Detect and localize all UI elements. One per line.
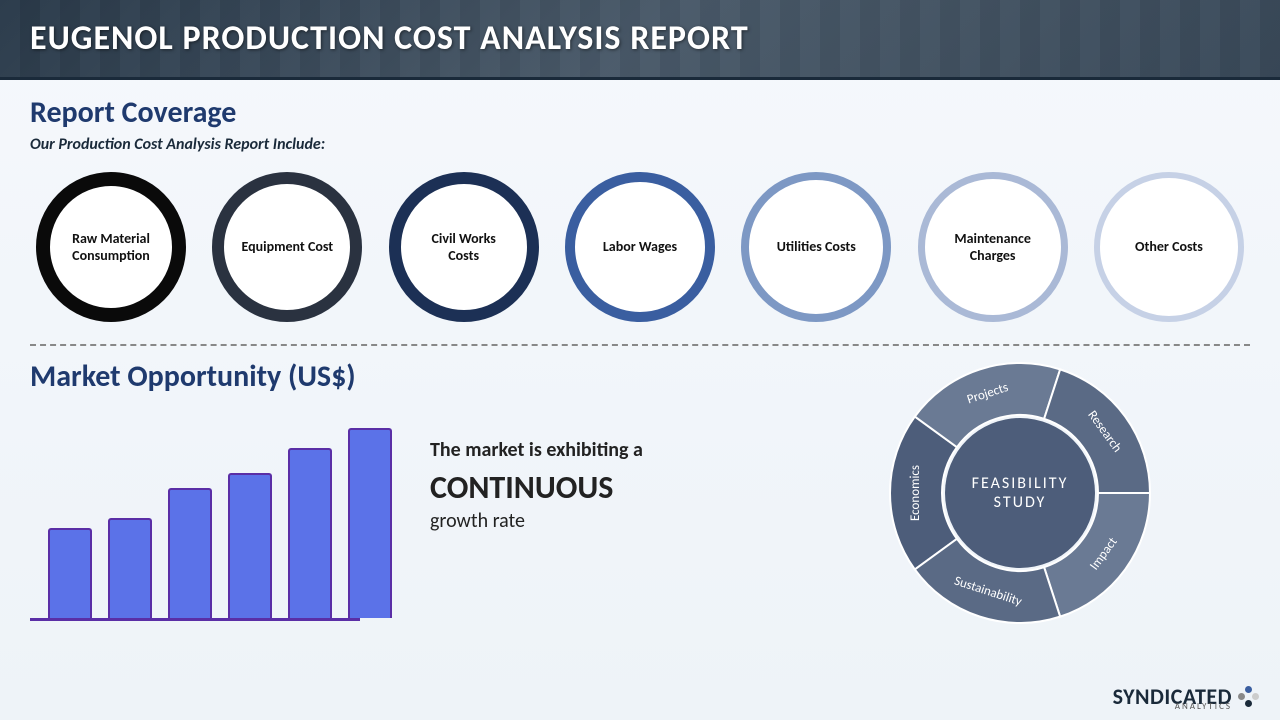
growth-big: CONTINUOUS — [430, 468, 790, 507]
wheel-center-line2: STUDY — [994, 493, 1047, 512]
wheel-block: EconomicsProjectsResearchImpactSustainab… — [790, 358, 1250, 628]
growth-tail: growth rate — [430, 509, 790, 533]
wheel-center-line1: FEASIBILITY — [972, 474, 1069, 493]
ring-label: Labor Wages — [589, 238, 691, 256]
coverage-subtitle: Our Production Cost Analysis Report Incl… — [30, 135, 1250, 154]
coverage-ring: Maintenance Charges — [918, 172, 1068, 322]
ring-circle: Civil Works Costs — [389, 172, 539, 322]
ring-circle: Labor Wages — [565, 172, 715, 322]
coverage-ring: Civil Works Costs — [389, 172, 539, 322]
bar — [48, 528, 92, 618]
bars-container — [48, 428, 392, 618]
coverage-ring: Equipment Cost — [212, 172, 362, 322]
wheel-center: FEASIBILITY STUDY — [945, 418, 1095, 568]
ring-label: Other Costs — [1121, 238, 1217, 256]
ring-circle: Utilities Costs — [741, 172, 891, 322]
growth-lead: The market is exhibiting a — [430, 438, 790, 462]
opportunity-block: Market Opportunity (US$) — [30, 358, 410, 621]
rings-row: Raw Material Consumption Equipment Cost Ci… — [30, 172, 1250, 322]
brand-sub: ANALYTICS — [1175, 701, 1232, 712]
ring-label: Utilities Costs — [763, 238, 870, 256]
coverage-ring: Other Costs — [1094, 172, 1244, 322]
bar — [288, 448, 332, 618]
coverage-section: Report Coverage Our Production Cost Anal… — [0, 80, 1280, 322]
bar — [168, 488, 212, 618]
header-banner: EUGENOL PRODUCTION COST ANALYSIS REPORT — [0, 0, 1280, 80]
ring-label: Equipment Cost — [228, 238, 348, 256]
bar — [228, 473, 272, 618]
feasibility-wheel: EconomicsProjectsResearchImpactSustainab… — [885, 358, 1155, 628]
coverage-ring: Raw Material Consumption — [36, 172, 186, 322]
chart-baseline — [30, 618, 360, 621]
ring-circle: Other Costs — [1094, 172, 1244, 322]
lower-section: Market Opportunity (US$) The market is e… — [0, 346, 1280, 628]
bar — [348, 428, 392, 618]
ring-label: Civil Works Costs — [401, 230, 527, 265]
ring-circle: Equipment Cost — [212, 172, 362, 322]
wheel-segment-label: Economics — [908, 465, 923, 521]
brand-dots-icon — [1238, 686, 1260, 708]
coverage-ring: Utilities Costs — [741, 172, 891, 322]
coverage-title: Report Coverage — [30, 94, 1250, 131]
ring-circle: Raw Material Consumption — [36, 172, 186, 322]
bar-chart — [30, 411, 380, 621]
ring-label: Raw Material Consumption — [50, 230, 172, 265]
coverage-ring: Labor Wages — [565, 172, 715, 322]
growth-text-block: The market is exhibiting a CONTINUOUS gr… — [410, 358, 790, 533]
brand-logo: SYNDICATED ANALYTICS — [1113, 683, 1260, 710]
bar — [108, 518, 152, 618]
page-title: EUGENOL PRODUCTION COST ANALYSIS REPORT — [30, 18, 749, 59]
ring-circle: Maintenance Charges — [918, 172, 1068, 322]
ring-label: Maintenance Charges — [925, 230, 1061, 265]
opportunity-title: Market Opportunity (US$) — [30, 358, 410, 395]
